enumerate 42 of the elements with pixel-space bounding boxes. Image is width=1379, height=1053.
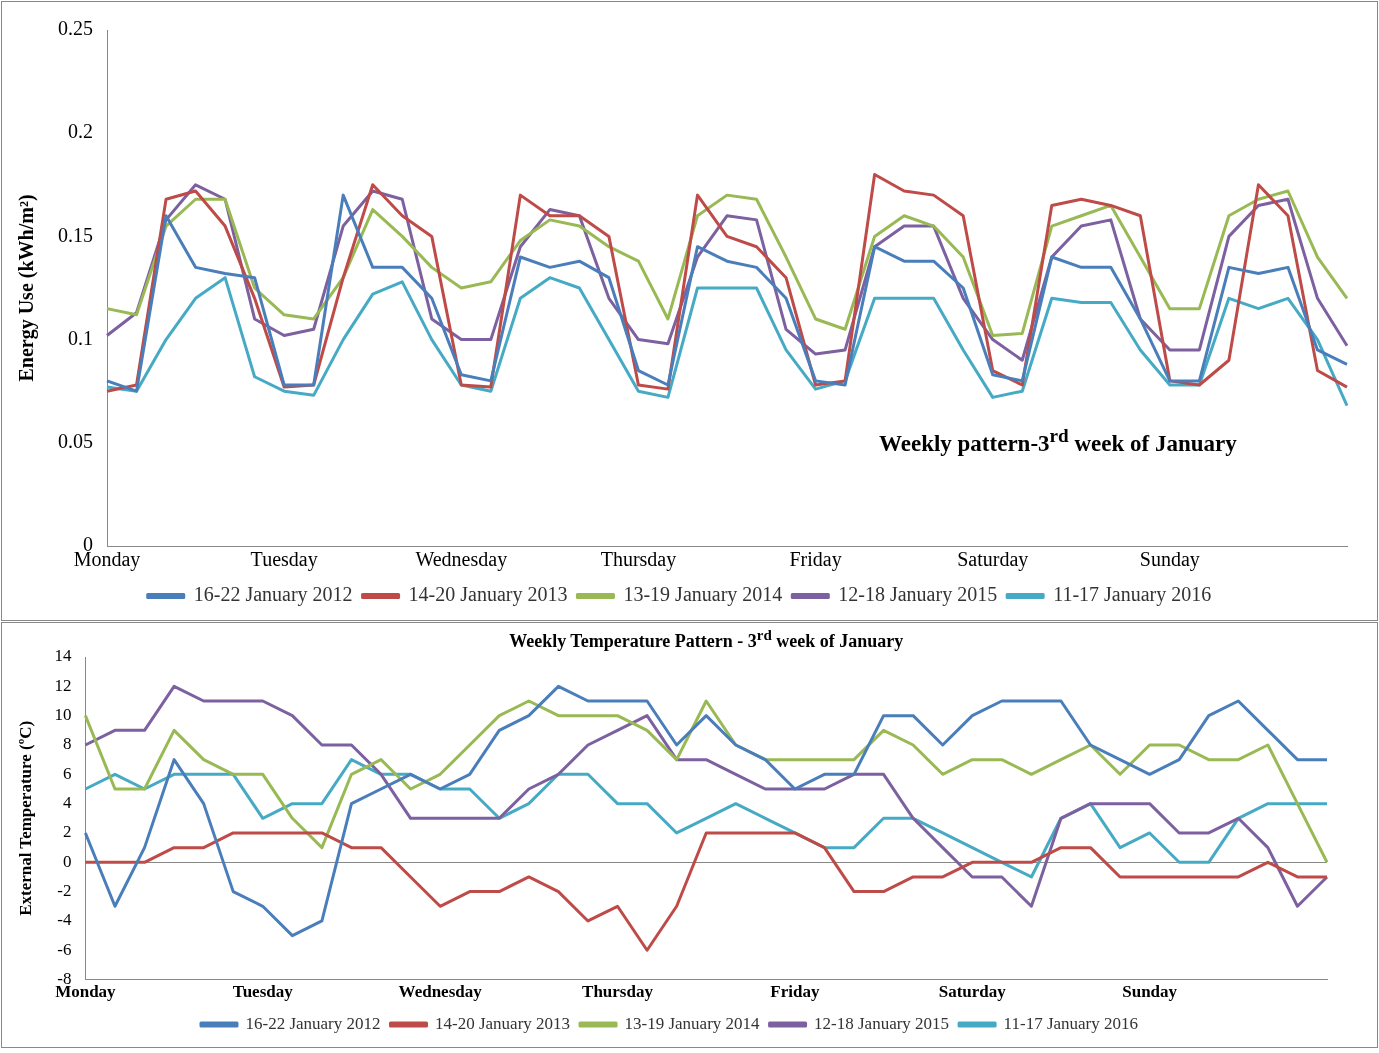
y-tick-label: -2 [57, 881, 72, 901]
legend-label: 14-20 January 2013 [408, 583, 568, 607]
y-tick-label: 0 [62, 851, 72, 871]
y-tick-label: 8 [62, 734, 72, 754]
y-tick-label: 10 [54, 705, 72, 725]
y-tick-label: 14 [54, 646, 72, 666]
legend-label: 11-17 January 2016 [1003, 1013, 1139, 1033]
y-tick-label: -4 [57, 910, 72, 930]
y-tick-label: 4 [62, 793, 72, 813]
legend-label: 13-19 January 2014 [623, 583, 783, 607]
y-tick-label: 0.15 [58, 223, 93, 246]
y-tick-label: 2 [62, 822, 72, 842]
y-tick-label: 0.1 [68, 326, 93, 349]
y-tick-label: 0.05 [58, 430, 93, 453]
x-tick-label: Wednesday [415, 548, 508, 572]
x-tick-label: Friday [789, 548, 842, 572]
y-tick-label: 12 [54, 675, 72, 695]
x-tick-label: Tuesday [232, 982, 294, 1002]
legend-label: 13-19 January 2014 [624, 1013, 761, 1033]
x-tick-label: Saturday [957, 548, 1029, 572]
x-tick-label: Sunday [1122, 982, 1178, 1002]
y-tick-label: 0.25 [58, 17, 93, 40]
x-tick-label: Saturday [938, 982, 1007, 1002]
x-tick-label: Friday [770, 982, 820, 1002]
x-tick-label: Thursday [600, 548, 677, 572]
legend-label: 12-18 January 2015 [814, 1013, 950, 1033]
legend-label: 11-17 January 2016 [1053, 583, 1212, 607]
y-axis-title: External Temperature (ºC) [15, 720, 35, 916]
x-tick-label: Wednesday [398, 982, 483, 1002]
y-tick-label: 6 [62, 763, 72, 783]
legend-label: 14-20 January 2013 [435, 1013, 571, 1033]
legend-label: 16-22 January 2012 [193, 583, 353, 607]
x-tick-label: Thursday [582, 982, 654, 1002]
y-axis-title: Energy Use (kWh/m²) [15, 194, 39, 382]
legend-label: 12-18 January 2015 [838, 583, 998, 607]
y-tick-label: 0.2 [68, 120, 93, 143]
x-tick-label: Tuesday [250, 548, 318, 572]
y-tick-label: -6 [57, 939, 72, 959]
x-tick-label: Sunday [1139, 548, 1200, 572]
legend-label: 16-22 January 2012 [245, 1013, 381, 1033]
text: Weekly pattern-3$^{rd}$ week of January [879, 424, 1237, 457]
chart-title: Weekly Temperature Pattern - 3$^{rd}$ week of January [509, 627, 904, 652]
